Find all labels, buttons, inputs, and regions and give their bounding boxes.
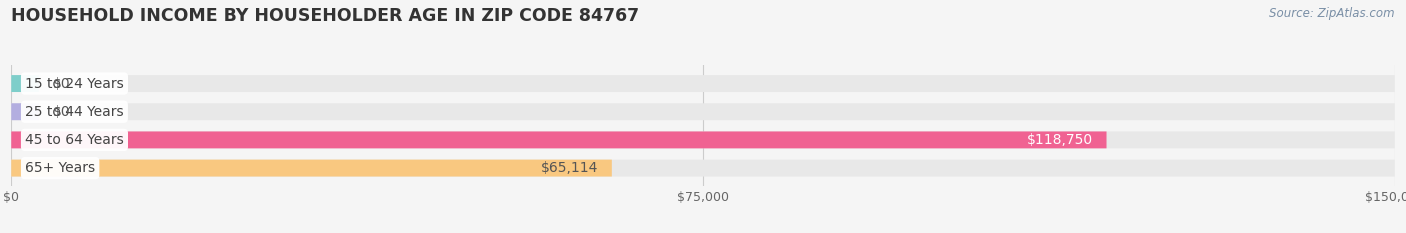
- FancyBboxPatch shape: [11, 75, 1395, 92]
- Text: Source: ZipAtlas.com: Source: ZipAtlas.com: [1270, 7, 1395, 20]
- FancyBboxPatch shape: [11, 160, 1395, 177]
- FancyBboxPatch shape: [11, 103, 1395, 120]
- FancyBboxPatch shape: [11, 160, 612, 177]
- Text: 45 to 64 Years: 45 to 64 Years: [25, 133, 124, 147]
- Text: $118,750: $118,750: [1026, 133, 1092, 147]
- Text: 15 to 24 Years: 15 to 24 Years: [25, 77, 124, 91]
- Text: $65,114: $65,114: [541, 161, 598, 175]
- Text: 65+ Years: 65+ Years: [25, 161, 96, 175]
- Text: 25 to 44 Years: 25 to 44 Years: [25, 105, 124, 119]
- FancyBboxPatch shape: [11, 131, 1107, 148]
- Text: HOUSEHOLD INCOME BY HOUSEHOLDER AGE IN ZIP CODE 84767: HOUSEHOLD INCOME BY HOUSEHOLDER AGE IN Z…: [11, 7, 640, 25]
- FancyBboxPatch shape: [11, 75, 39, 92]
- FancyBboxPatch shape: [11, 131, 1395, 148]
- Text: $0: $0: [53, 105, 70, 119]
- Text: $0: $0: [53, 77, 70, 91]
- FancyBboxPatch shape: [11, 103, 39, 120]
